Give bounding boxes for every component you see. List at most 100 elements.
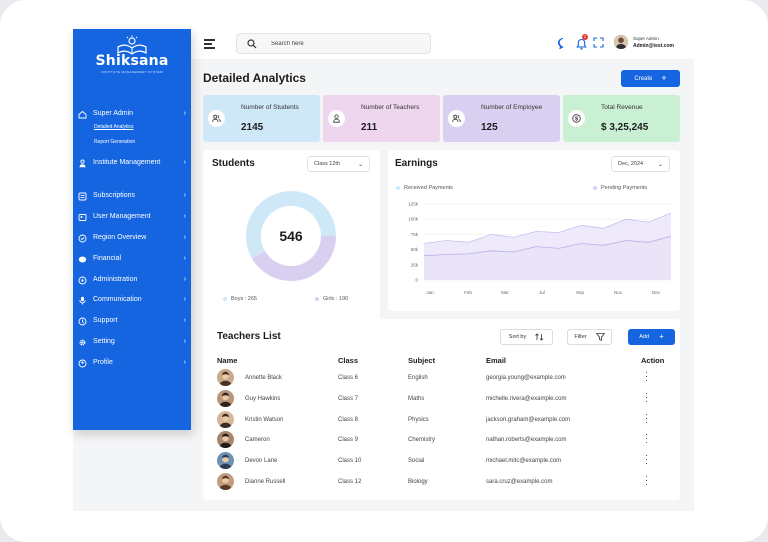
sort-button[interactable]: Sort by	[500, 329, 553, 345]
chevron-down-icon: ⌄	[657, 162, 663, 168]
create-button-label: Create	[634, 75, 653, 82]
create-button[interactable]: Create +	[621, 70, 680, 87]
teacher-subject: Biology	[408, 479, 428, 485]
legend-girls: Girls : 190	[315, 296, 348, 302]
search-box[interactable]	[236, 33, 431, 54]
x-tick-label: Jul	[539, 290, 545, 295]
subscriptions-icon	[78, 192, 87, 201]
sidebar-item-label: Region Overview	[93, 234, 147, 241]
x-tick-label: Nov	[614, 290, 623, 295]
more-options-icon[interactable]: · · ·	[645, 367, 648, 385]
notification-button[interactable]: 2	[576, 34, 588, 55]
sidebar-item-administration[interactable]: Administration ›	[78, 275, 186, 285]
chevron-right-icon: ›	[183, 296, 186, 303]
sidebar-item-financial[interactable]: Financial ›	[78, 254, 186, 264]
sidebar-item-user-management[interactable]: User Management ›	[78, 212, 186, 222]
teachers-title: Teachers List	[217, 331, 281, 342]
line-series-received	[423, 212, 672, 244]
sidebar-item-label: Financial	[93, 255, 122, 262]
add-teacher-button[interactable]: Add +	[628, 329, 675, 345]
sidebar-item-label: Subscriptions	[93, 192, 136, 199]
donut-center-value: 546	[279, 228, 303, 244]
more-options-icon[interactable]: · · ·	[645, 387, 648, 406]
sidebar: Shiksana INSTITUTE MANAGEMENT SYSTEM Sup…	[73, 29, 191, 430]
chat-icon[interactable]	[557, 37, 569, 49]
region-icon	[78, 234, 87, 243]
sidebar-item-subscriptions[interactable]: Subscriptions ›	[78, 191, 186, 201]
column-header-action: Action	[641, 356, 665, 365]
teacher-name: Cameron	[245, 437, 270, 444]
notification-badge: 2	[582, 34, 588, 40]
teacher-subject: English	[408, 375, 428, 381]
teacher-email: nathan.roberts@example.com	[486, 437, 567, 444]
y-tick-label: 0	[415, 278, 418, 283]
bell-icon	[576, 38, 587, 50]
y-tick-label: 100k	[408, 217, 419, 222]
x-tick-label: Mar	[501, 290, 509, 295]
gear-icon	[79, 339, 86, 346]
sidebar-item-communication[interactable]: Communication ›	[78, 295, 186, 305]
avatar	[217, 389, 234, 407]
avatar	[614, 35, 628, 49]
legend-swatch	[223, 297, 227, 301]
stat-label: Number of Teachers	[361, 104, 420, 111]
sidebar-subitem-report-generation[interactable]: Report Generation	[94, 139, 136, 145]
sidebar-subitem-detailed-analytics[interactable]: Detailed Analytics	[94, 124, 134, 130]
earnings-card: Earnings Dec, 2024 ⌄ Received Payments P…	[388, 150, 680, 311]
teacher-subject: Chemistry	[408, 437, 436, 444]
sidebar-item-region-overview[interactable]: Region Overview ›	[78, 233, 186, 243]
teacher-subject: Maths	[408, 395, 425, 402]
more-options-icon[interactable]: · · ·	[645, 408, 648, 427]
financial-icon	[78, 256, 87, 263]
month-select[interactable]: Dec, 2024 ⌄	[611, 156, 670, 172]
chevron-right-icon: ›	[183, 276, 186, 283]
search-input[interactable]	[271, 38, 421, 50]
sidebar-item-support[interactable]: Support ›	[78, 316, 186, 326]
teacher-icon	[328, 110, 345, 127]
search-icon	[247, 39, 257, 49]
sidebar-item-label: Administration	[93, 276, 138, 283]
fullscreen-icon[interactable]	[593, 37, 604, 48]
administration-icon	[78, 276, 87, 285]
communication-icon	[79, 296, 86, 305]
more-options-icon[interactable]: · · ·	[645, 429, 648, 448]
teacher-name: Dianne Russell	[245, 479, 286, 485]
teacher-name: Kristin Watson	[245, 416, 284, 423]
line-series-pending	[423, 235, 672, 257]
stat-label: Total Revenue	[601, 104, 643, 111]
stat-value: 211	[361, 122, 378, 133]
legend-boys: Boys : 265	[223, 296, 257, 302]
area-series-pending	[424, 236, 671, 280]
sidebar-item-label: User Management	[93, 213, 151, 220]
more-options-icon[interactable]: · · ·	[645, 450, 648, 469]
user-email: Admin@test.com	[633, 43, 674, 49]
class-select[interactable]: Class 12th ⌄	[307, 156, 370, 172]
sidebar-item-institute-management[interactable]: Institute Management ›	[78, 158, 186, 168]
legend-pending: Pending Payments	[593, 185, 647, 191]
students-card: Students Class 12th ⌄ 546 Boys : 265 Gir…	[203, 150, 380, 341]
filter-button[interactable]: Filter	[567, 329, 612, 345]
chevron-right-icon: ›	[183, 255, 186, 262]
sidebar-item-super-admin[interactable]: Super Admin ›	[78, 109, 186, 119]
month-select-value: Dec, 2024	[618, 161, 644, 167]
brand-name: Shiksana	[95, 53, 169, 69]
filter-icon	[595, 333, 605, 341]
sidebar-item-label: Profile	[93, 359, 113, 366]
stat-card-employee: Number of Employee 125	[443, 95, 560, 142]
more-options-icon[interactable]: · · ·	[645, 471, 648, 489]
legend-received: Received Payments	[396, 185, 453, 191]
home-icon	[78, 110, 87, 119]
avatar	[217, 473, 234, 490]
stat-card-revenue: $ Total Revenue $ 3,25,245	[563, 95, 680, 142]
sidebar-item-profile[interactable]: Profile ›	[78, 358, 186, 368]
table-row: Kristin Watson Class 8 Physics jackson.grah…	[73, 408, 694, 431]
add-button-label: Add	[639, 334, 650, 340]
logo-book-icon	[117, 35, 147, 55]
y-tick-label: 75k	[411, 232, 419, 237]
sidebar-item-setting[interactable]: Setting ›	[78, 337, 186, 347]
menu-icon[interactable]	[204, 39, 215, 51]
table-row: Cameron Class 9 Chemistry nathan.roberts@ex…	[73, 429, 694, 451]
legend-swatch	[315, 297, 319, 301]
teacher-name: Devon Lane	[245, 458, 278, 465]
users-icon	[78, 214, 87, 221]
